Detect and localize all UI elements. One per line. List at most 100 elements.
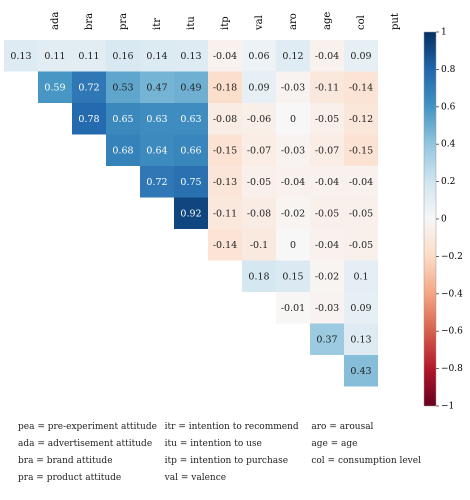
- heatmap-cell: [38, 71, 72, 103]
- heatmap-cell: [276, 134, 310, 166]
- cell-value: 0.72: [146, 177, 167, 188]
- column-label: put: [390, 13, 401, 30]
- column-label: itu: [186, 16, 197, 30]
- heatmap-cell: [310, 229, 344, 261]
- heatmap-cell: [38, 40, 72, 72]
- legend-entry: itr = intention to recommend: [164, 421, 299, 432]
- cell-value: -0.01: [281, 303, 305, 314]
- cell-value: 0.06: [248, 51, 269, 62]
- heatmap-cell: [208, 166, 242, 198]
- heatmap-cell: [106, 103, 140, 135]
- heatmap-cell: [310, 40, 344, 72]
- heatmap-cell: [72, 71, 106, 103]
- colorbar-tick-label: 0.6: [441, 102, 456, 112]
- heatmap-cell: [242, 40, 276, 72]
- heatmap-cell: [4, 40, 38, 72]
- heatmap-cell: [344, 166, 378, 198]
- heatmap-cell: [344, 134, 378, 166]
- cell-value: -0.04: [349, 177, 373, 188]
- cell-value: -0.04: [315, 240, 339, 251]
- legend-entry: age = age: [311, 438, 358, 449]
- cell-value: -0.02: [315, 271, 339, 282]
- cell-value: 0.09: [248, 82, 269, 93]
- cell-value: -0.11: [315, 82, 339, 93]
- legend-entry: bra = brand attitude: [18, 455, 113, 466]
- heatmap-cell: [140, 103, 174, 135]
- colorbar-tick-label: −1: [441, 402, 454, 412]
- legend-entry: aro = arousal: [311, 421, 374, 432]
- column-label: ada: [50, 12, 61, 30]
- heatmap-cell: [344, 292, 378, 324]
- cell-value: 0.1: [353, 271, 368, 282]
- heatmap-cell: [344, 103, 378, 135]
- heatmap-cell: [208, 229, 242, 261]
- heatmap-cell: [276, 103, 310, 135]
- heatmap-cell: [310, 71, 344, 103]
- heatmap-cell: [242, 71, 276, 103]
- heatmap-cell: [344, 229, 378, 261]
- heatmap-cell: [242, 197, 276, 229]
- colorbar-tick-label: −0.6: [441, 327, 463, 337]
- heatmap-cell: [344, 355, 378, 387]
- heatmap-cell: [208, 134, 242, 166]
- legend-entry: pea = pre-experiment attitude: [18, 421, 157, 432]
- legend-entry: pra = product attitude: [18, 472, 122, 483]
- cell-value: 0.66: [180, 145, 201, 156]
- cell-value: 0.11: [44, 51, 65, 62]
- cell-value: 0.78: [78, 114, 99, 125]
- cell-value: -0.07: [247, 145, 271, 156]
- correlation-heatmap: adabrapraitrituitpvalaroagecolputpea0.13…: [4, 12, 463, 412]
- cell-value: 0.13: [350, 334, 371, 345]
- heatmap-cell: [344, 323, 378, 355]
- cell-value: -0.14: [349, 82, 373, 93]
- cell-value: 0.63: [180, 114, 201, 125]
- cell-value: 0.64: [146, 145, 167, 156]
- legend-row: pra = product attitude val = valence: [18, 469, 458, 486]
- colorbar-tick-label: 0.4: [441, 140, 456, 150]
- heatmap-cell: [276, 71, 310, 103]
- colorbar-tick-label: 1: [441, 28, 447, 38]
- cell-value: 0.18: [248, 271, 269, 282]
- cell-value: 0.65: [112, 114, 133, 125]
- cell-value: -0.05: [349, 208, 373, 219]
- heatmap-cell: [344, 71, 378, 103]
- cell-value: -0.02: [281, 208, 305, 219]
- heatmap-cell: [242, 229, 276, 261]
- heatmap-cell: [242, 260, 276, 292]
- colorbar-tick-label: 0.8: [441, 65, 456, 75]
- cell-value: -0.14: [213, 240, 237, 251]
- heatmap-cell: [276, 197, 310, 229]
- cell-value: -0.15: [213, 145, 237, 156]
- heatmap-cell: [106, 134, 140, 166]
- heatmap-cell: [242, 166, 276, 198]
- heatmap-cell: [276, 229, 310, 261]
- cell-value: -0.04: [213, 51, 237, 62]
- legend-entry: itp = intention to purchase: [164, 455, 289, 466]
- heatmap-cell: [276, 292, 310, 324]
- heatmap-cell: [310, 292, 344, 324]
- cell-value: -0.05: [247, 177, 271, 188]
- cell-value: 0.63: [146, 114, 167, 125]
- heatmap-cell: [344, 40, 378, 72]
- cell-value: -0.05: [315, 114, 339, 125]
- abbreviation-legend: pea = pre-experiment attitude itr = inten…: [18, 418, 458, 486]
- heatmap-cell: [208, 40, 242, 72]
- column-label: val: [254, 15, 265, 31]
- cell-value: 0.47: [146, 82, 167, 93]
- heatmap-cell: [208, 197, 242, 229]
- cell-value: -0.08: [247, 208, 271, 219]
- column-label: aro: [288, 13, 299, 30]
- cell-value: 0.14: [146, 51, 167, 62]
- heatmap-cell: [140, 134, 174, 166]
- heatmap-cell: [208, 71, 242, 103]
- heatmap-cell: [310, 134, 344, 166]
- heatmap-cell: [310, 197, 344, 229]
- legend-entry: val = valence: [164, 472, 227, 483]
- heatmap-cell: [174, 40, 208, 72]
- heatmap-cell: [310, 260, 344, 292]
- legend-entry: col = consumption level: [311, 455, 421, 466]
- cell-value: 0.59: [44, 82, 65, 93]
- column-label: itr: [152, 18, 163, 30]
- heatmap-cell: [276, 260, 310, 292]
- legend-row: bra = brand attitude itp = intention to p…: [18, 452, 458, 469]
